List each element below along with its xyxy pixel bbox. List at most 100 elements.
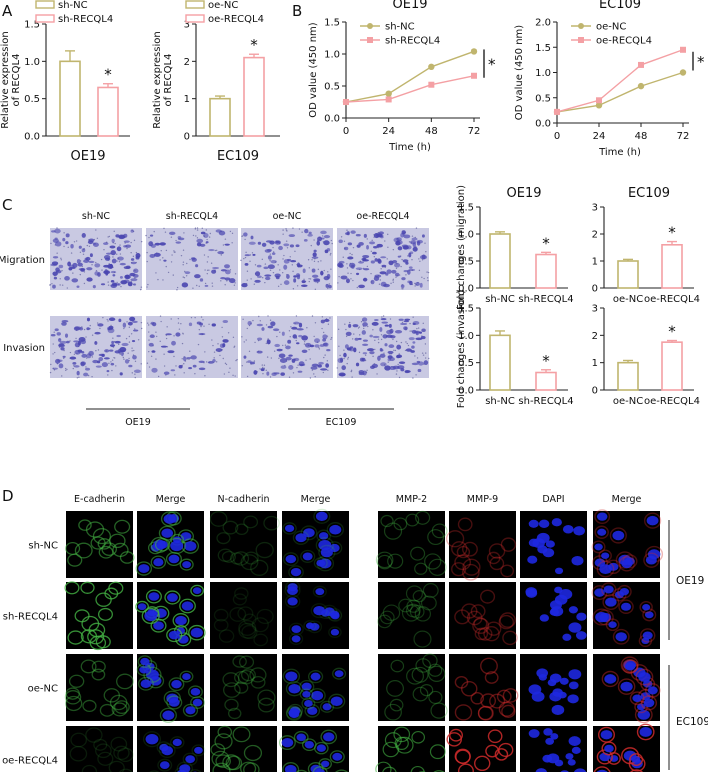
x-tick-label: 48 <box>635 131 648 142</box>
stained-cell <box>109 245 116 249</box>
stained-cell <box>421 254 426 260</box>
pore-dot <box>224 238 227 240</box>
stained-cell <box>199 278 204 282</box>
y-axis-label: OD value (450 nm) <box>308 22 319 117</box>
pore-dot <box>63 349 65 352</box>
cytoplasm-signal <box>462 558 481 576</box>
nucleus <box>185 755 196 764</box>
stained-cell <box>351 264 355 269</box>
pore-dot <box>206 261 209 263</box>
pore-dot <box>113 230 115 233</box>
nucleus <box>181 601 194 611</box>
pore-dot <box>282 344 284 347</box>
cytoplasm-signal <box>386 680 404 697</box>
cytoplasm-signal <box>428 663 443 677</box>
pore-dot <box>366 369 368 372</box>
cytoplasm-signal <box>461 603 478 619</box>
stained-cell <box>153 252 161 257</box>
chart-C4-y-tick-label: 0 <box>592 386 598 397</box>
pore-dot <box>280 283 282 286</box>
pore-dot <box>264 281 266 284</box>
pore-dot <box>279 331 281 333</box>
fluor-background <box>282 511 349 578</box>
nucleus <box>145 669 159 680</box>
stained-cell <box>314 344 320 348</box>
cytoplasm-signal <box>488 543 506 559</box>
pore-dot <box>363 327 365 330</box>
nucleus <box>620 681 633 692</box>
membrane-signal <box>314 741 329 755</box>
pore-dot <box>404 349 407 352</box>
stained-cell <box>93 242 99 247</box>
pore-dot <box>417 327 420 329</box>
stained-cell <box>411 329 417 334</box>
nucleus <box>285 554 297 564</box>
transwell-column-label: oe-RECQL4 <box>356 211 409 222</box>
membrane-signal <box>85 727 103 743</box>
stained-cell <box>130 258 135 261</box>
cytoplasm-signal <box>384 703 402 721</box>
pore-dot <box>95 270 98 272</box>
pore-dot <box>397 363 399 366</box>
stained-cell <box>106 370 110 373</box>
stained-cell <box>243 232 248 237</box>
stained-cell <box>254 279 261 283</box>
pore-dot <box>146 286 148 288</box>
membrane-signal <box>67 553 83 567</box>
fluorescence-image <box>449 582 518 649</box>
pore-dot <box>266 356 269 358</box>
cytoplasm-signal <box>428 665 446 682</box>
stained-cell <box>105 252 112 255</box>
cytoplasm-signal <box>405 513 420 527</box>
pore-dot <box>172 274 174 276</box>
nucleus <box>287 597 298 606</box>
pore-dot <box>330 338 332 340</box>
pore-dot <box>95 229 97 231</box>
stained-cell <box>83 259 90 263</box>
pore-dot <box>330 337 333 339</box>
cytoplasm-signal <box>454 554 472 571</box>
stained-cell <box>384 365 391 371</box>
cytoplasm-signal <box>487 729 503 744</box>
stained-cell <box>355 272 360 276</box>
stained-cell <box>316 240 321 246</box>
cytoplasm-signal <box>428 690 443 705</box>
pore-dot <box>372 329 374 331</box>
nucleus <box>287 586 298 596</box>
cytoplasm-signal <box>500 564 515 578</box>
pore-dot <box>186 262 188 265</box>
pore-dot <box>372 355 374 358</box>
stained-cell <box>97 323 104 327</box>
chart-B1-y-tick-label: 0.5 <box>324 82 340 93</box>
bar-C3-1 <box>535 371 557 391</box>
transwell-background <box>50 316 142 378</box>
point-oe-RECQL4 <box>638 61 644 68</box>
stained-cell <box>111 238 115 243</box>
pore-dot <box>249 260 251 262</box>
membrane-signal <box>166 627 183 643</box>
pore-dot <box>96 237 99 239</box>
pore-dot <box>352 279 354 282</box>
stained-cell <box>267 264 275 270</box>
pore-dot <box>370 250 373 253</box>
fluor-background <box>449 654 516 721</box>
pore-dot <box>112 337 114 339</box>
pore-dot <box>338 345 340 348</box>
pore-dot <box>64 367 67 370</box>
stained-cell <box>421 328 426 332</box>
fluorescence-image <box>375 726 446 772</box>
stained-cell <box>208 249 215 252</box>
pore-dot <box>148 366 151 368</box>
nucleus <box>571 746 581 754</box>
stained-cell <box>378 234 384 238</box>
nucleus <box>562 633 572 641</box>
pore-dot <box>132 255 135 258</box>
pore-dot <box>395 267 398 270</box>
stained-cell <box>149 334 155 339</box>
stained-cell <box>133 268 139 274</box>
pore-dot <box>405 341 407 343</box>
stained-cell <box>55 269 62 274</box>
pore-dot <box>95 261 97 264</box>
bar-C3-0 <box>489 334 511 391</box>
